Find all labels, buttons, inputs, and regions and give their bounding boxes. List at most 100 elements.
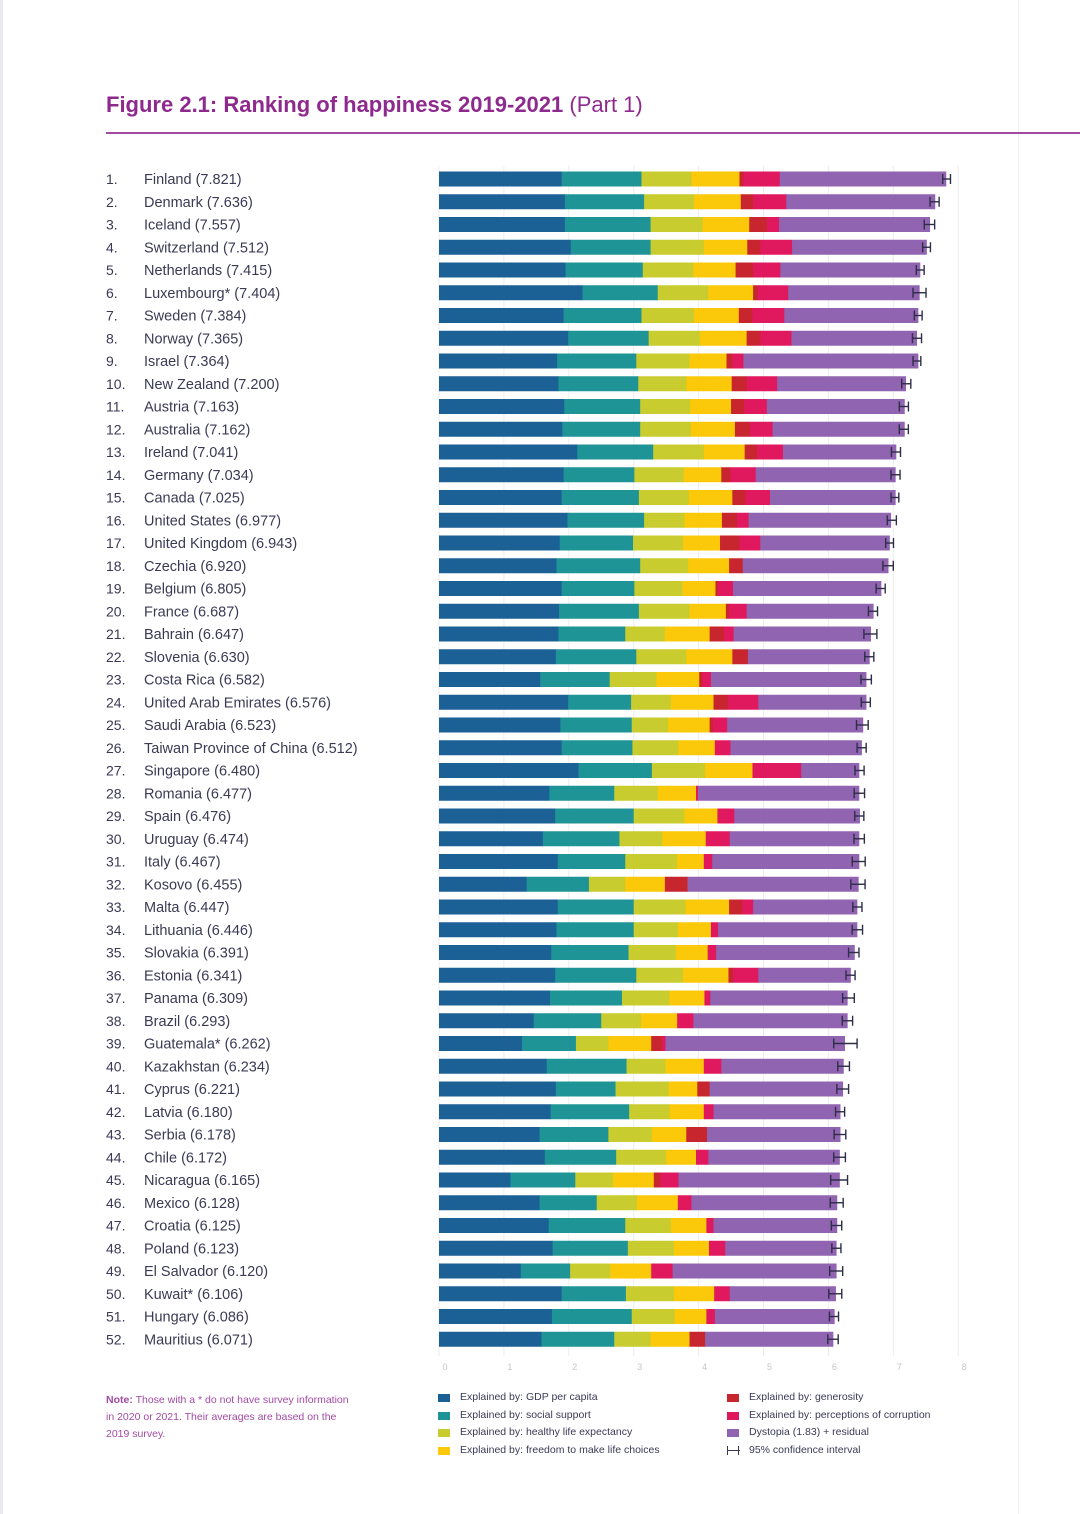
bar-segment-health xyxy=(608,1127,653,1142)
bar-segment-freedom xyxy=(610,1263,652,1279)
bar-segment-gdp xyxy=(439,1104,552,1120)
bar-segment-gdp xyxy=(439,922,557,938)
bar-segment-social xyxy=(522,1036,577,1051)
bar-segment-social xyxy=(562,421,641,437)
happiness-chart: 1. Finland (7.821) 2. Denmark (7.636) 3. Icel… xyxy=(106,166,967,1372)
bar-segment-dystopia xyxy=(769,490,896,505)
rank-label: 15. xyxy=(106,490,125,506)
bar-segment-social xyxy=(510,1172,576,1188)
bar-segment-social xyxy=(560,717,633,733)
bar-segment-gdp xyxy=(439,899,559,915)
bar-segment-dystopia xyxy=(753,899,858,915)
bar-segment-gdp xyxy=(439,785,550,801)
bar-segment-corruption xyxy=(757,285,789,301)
bar-segment-freedom xyxy=(668,1081,698,1097)
bar-segment-dystopia xyxy=(716,945,855,960)
legend-item-corruption: Explained by: perceptions of corruption xyxy=(727,1407,931,1425)
bar-segment-health xyxy=(609,672,657,687)
country-label: Israel (7.364) xyxy=(144,354,229,370)
bar-segment-dystopia xyxy=(791,330,918,346)
bar-segment-social xyxy=(544,1149,617,1165)
bar-segment-health xyxy=(614,1331,651,1347)
rank-label: 27. xyxy=(106,763,125,779)
bar-segment-freedom xyxy=(690,399,732,414)
bar-segment-generosity xyxy=(709,717,714,733)
rank-label: 5. xyxy=(106,262,118,278)
legend-item-ci: 95% confidence interval xyxy=(727,1442,931,1460)
bar-segment-gdp xyxy=(439,1013,535,1029)
rank-label: 1. xyxy=(106,171,118,187)
bar-segment-social xyxy=(552,1240,629,1256)
legend-item-gdp: Explained by: GDP per capita xyxy=(438,1389,660,1407)
bar-segment-health xyxy=(625,1218,672,1233)
bar-segment-dystopia xyxy=(734,808,860,824)
bar-segment-social xyxy=(540,672,611,687)
bar-segment-social xyxy=(557,353,637,369)
bar-segment-freedom xyxy=(673,1240,710,1256)
country-label: Italy (6.467) xyxy=(144,855,221,871)
bar-segment-gdp xyxy=(439,1058,548,1074)
bar-segment-corruption xyxy=(760,330,792,346)
rank-label: 50. xyxy=(106,1286,125,1302)
country-label: Brazil (6.293) xyxy=(144,1014,230,1030)
confidence-interval-icon xyxy=(727,1445,740,1455)
bar-segment-corruption xyxy=(752,308,785,323)
bar-segment-dystopia xyxy=(758,694,867,710)
bar-segment-corruption xyxy=(703,854,713,869)
country-label: Singapore (6.480) xyxy=(144,764,260,780)
legend-right: Explained by: generosity Explained by: p… xyxy=(727,1389,931,1459)
rank-label: 8. xyxy=(106,330,118,346)
bar-segment-social xyxy=(556,922,635,938)
bar-segment-generosity xyxy=(731,376,748,392)
bar-segment-freedom xyxy=(686,649,733,665)
country-label: Cyprus (6.221) xyxy=(144,1082,240,1098)
rank-label: 47. xyxy=(106,1218,125,1234)
freedom-swatch xyxy=(438,1446,450,1455)
rank-label: 21. xyxy=(106,626,125,642)
rank-label: 48. xyxy=(106,1240,125,1256)
bar-segment-dystopia xyxy=(779,217,931,232)
bar-segment-gdp xyxy=(439,1240,553,1256)
rank-label: 43. xyxy=(106,1127,125,1143)
bar-segment-generosity xyxy=(731,399,745,414)
bar-segment-corruption xyxy=(703,1104,714,1120)
bar-segment-corruption xyxy=(739,535,761,551)
bar-segment-social xyxy=(565,262,644,278)
bar-segment-freedom xyxy=(682,581,716,596)
figure-title-main: Figure 2.1: Ranking of happiness 2019-20… xyxy=(106,92,564,117)
rank-label: 34. xyxy=(106,922,125,938)
legend-item-generosity: Explained by: generosity xyxy=(727,1389,931,1407)
rank-label: 9. xyxy=(106,353,118,369)
bar-segment-generosity xyxy=(713,694,729,710)
bar-segment-freedom xyxy=(686,376,733,392)
legend-item-freedom: Explained by: freedom to make life choic… xyxy=(438,1442,660,1460)
bar-segment-freedom xyxy=(684,512,723,528)
rank-label: 2. xyxy=(106,194,118,210)
bar-segment-social xyxy=(564,194,645,210)
country-label: Slovenia (6.630) xyxy=(144,650,250,666)
bar-segment-health xyxy=(640,399,691,414)
bar-segment-dystopia xyxy=(687,876,859,892)
country-label: Nicaragua (6.165) xyxy=(144,1173,260,1189)
bar-segment-health xyxy=(615,1081,670,1097)
bar-segment-health xyxy=(625,1286,675,1302)
bar-segment-health xyxy=(641,308,695,323)
bar-segment-freedom xyxy=(669,990,705,1006)
bar-segment-dystopia xyxy=(782,444,897,460)
bar-segment-freedom xyxy=(670,694,714,710)
legend-item-health: Explained by: healthy life expectancy xyxy=(438,1424,660,1442)
bar-segment-generosity xyxy=(728,967,734,983)
bar-segment-freedom xyxy=(702,217,750,232)
bar-segment-gdp xyxy=(439,421,563,437)
bar-segment-generosity xyxy=(720,535,740,551)
bar-segment-dystopia xyxy=(766,399,905,414)
bar-segment-freedom xyxy=(703,444,746,460)
bar-segment-social xyxy=(558,626,626,642)
country-label: Costa Rica (6.582) xyxy=(144,673,265,689)
rank-label: 6. xyxy=(106,285,118,301)
bar-segment-corruption xyxy=(705,831,731,847)
rank-label: 26. xyxy=(106,740,125,756)
bar-segment-social xyxy=(533,1013,602,1029)
country-label: Kazakhstan (6.234) xyxy=(144,1059,270,1075)
bar-segment-freedom xyxy=(662,831,707,847)
